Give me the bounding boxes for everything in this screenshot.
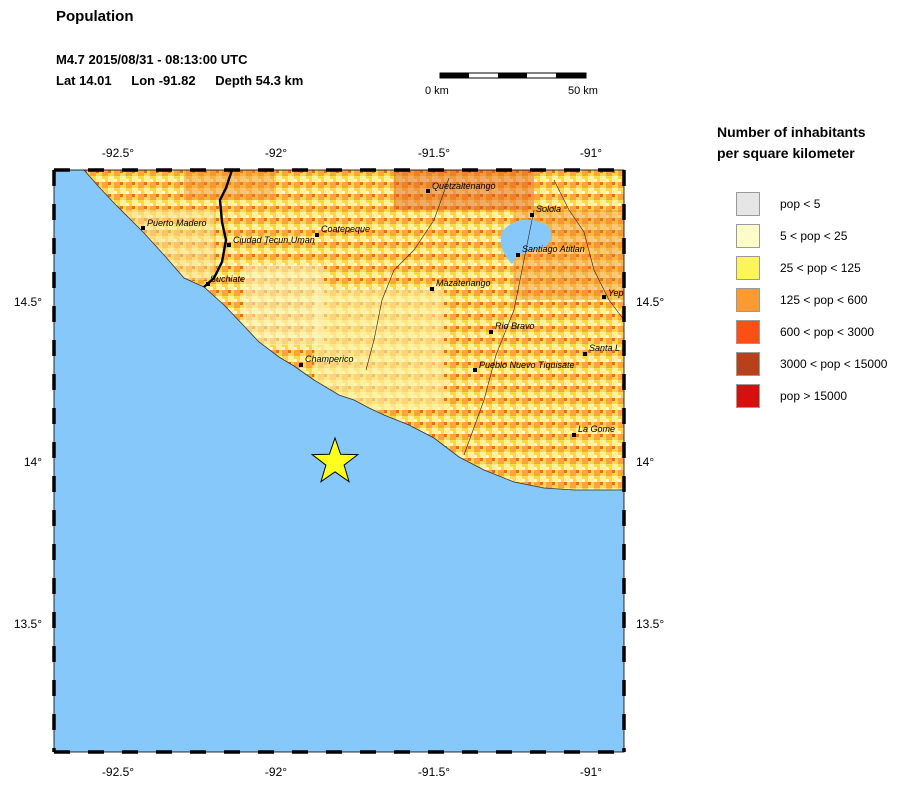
svg-text:Coatepeque: Coatepeque bbox=[321, 224, 370, 234]
star-icon bbox=[310, 436, 360, 483]
event-info: M4.7 2015/08/31 - 08:13:00 UTC bbox=[56, 52, 248, 67]
legend-item: 125 < pop < 600 bbox=[736, 287, 867, 313]
legend-item: 3000 < pop < 15000 bbox=[736, 351, 887, 377]
map-canvas: Quetzaltenango Solola Puerto Madero Coat… bbox=[54, 170, 624, 752]
lon-tick-bottom: -91° bbox=[579, 765, 603, 779]
legend-title: Number of inhabitants per square kilomet… bbox=[717, 122, 866, 164]
legend-swatch bbox=[736, 320, 760, 344]
legend-swatch bbox=[736, 384, 760, 408]
svg-text:La Gome: La Gome bbox=[578, 424, 615, 434]
legend-swatch bbox=[736, 192, 760, 216]
coastline bbox=[83, 170, 624, 491]
svg-text:Santiago Atitlan: Santiago Atitlan bbox=[522, 244, 585, 254]
legend-swatch bbox=[736, 352, 760, 376]
scale-bar bbox=[439, 72, 587, 79]
legend-label: pop < 5 bbox=[780, 197, 821, 211]
svg-text:Ciudad Tecun Uman: Ciudad Tecun Uman bbox=[233, 235, 315, 245]
event-lat: Lat 14.01 bbox=[56, 73, 112, 88]
legend-title-line: per square kilometer bbox=[717, 145, 855, 161]
city-marker: Suchiate bbox=[206, 274, 245, 286]
svg-text:Puerto Madero: Puerto Madero bbox=[147, 218, 207, 228]
legend-swatch bbox=[736, 256, 760, 280]
legend-label: 600 < pop < 3000 bbox=[780, 325, 875, 339]
lat-tick-left: 14° bbox=[23, 455, 42, 469]
city-marker: Puerto Madero bbox=[141, 218, 207, 230]
legend-item: pop > 15000 bbox=[736, 383, 847, 409]
city-marker: Solola bbox=[530, 204, 561, 217]
legend-label: pop > 15000 bbox=[780, 389, 848, 403]
legend-label: 25 < pop < 125 bbox=[780, 261, 861, 275]
lat-tick-right: 13.5° bbox=[636, 617, 665, 631]
scale-start-label: 0 km bbox=[425, 85, 449, 97]
city-marker: Yep bbox=[602, 288, 624, 299]
legend-label: 3000 < pop < 15000 bbox=[780, 357, 888, 371]
city-marker: Santa L bbox=[583, 343, 620, 356]
lat-tick-right: 14° bbox=[636, 455, 655, 469]
event-lon: Lon -91.82 bbox=[131, 73, 196, 88]
admin-boundary bbox=[553, 179, 624, 321]
legend-label: 125 < pop < 600 bbox=[780, 293, 868, 307]
city-marker: Ciudad Tecun Uman bbox=[227, 235, 315, 247]
country-border bbox=[203, 170, 234, 288]
lon-tick-bottom: -92° bbox=[264, 765, 288, 779]
svg-text:Mazatenango: Mazatenango bbox=[436, 278, 491, 288]
city-marker: Santiago Atitlan bbox=[516, 244, 585, 257]
svg-text:Suchiate: Suchiate bbox=[210, 274, 245, 284]
svg-text:Quetzaltenango: Quetzaltenango bbox=[432, 181, 496, 191]
lon-tick-top: -91° bbox=[579, 146, 603, 160]
legend-item: 5 < pop < 25 bbox=[736, 223, 847, 249]
map-frame bbox=[52, 168, 626, 754]
map-title: Population bbox=[56, 8, 134, 25]
city-marker: Quetzaltenango bbox=[426, 181, 496, 193]
legend-label: 5 < pop < 25 bbox=[780, 229, 848, 243]
lon-tick-bottom: -91.5° bbox=[417, 765, 451, 779]
admin-boundary bbox=[365, 177, 450, 371]
lake-atitlan bbox=[500, 219, 552, 264]
legend-swatch bbox=[736, 224, 760, 248]
svg-text:Champerico: Champerico bbox=[305, 354, 354, 364]
city-marker: Pueblo Nuevo Tiquisate bbox=[473, 360, 574, 372]
city-marker: La Gome bbox=[572, 424, 615, 437]
city-marker: Mazatenango bbox=[430, 278, 491, 291]
city-marker: Coatepeque bbox=[315, 224, 370, 237]
legend-item: 25 < pop < 125 bbox=[736, 255, 861, 281]
event-location: Lat 14.01 Lon -91.82 Depth 54.3 km bbox=[56, 73, 319, 88]
svg-text:Yep: Yep bbox=[608, 288, 624, 298]
legend-item: 600 < pop < 3000 bbox=[736, 319, 874, 345]
population-map: Quetzaltenango Solola Puerto Madero Coat… bbox=[54, 170, 624, 752]
svg-text:Solola: Solola bbox=[536, 204, 561, 214]
svg-text:Santa L: Santa L bbox=[589, 343, 620, 353]
legend-swatch bbox=[736, 288, 760, 312]
lon-tick-top: -91.5° bbox=[417, 146, 451, 160]
lat-tick-left: 13.5° bbox=[13, 617, 42, 631]
scale-end-label: 50 km bbox=[568, 85, 598, 97]
lon-tick-bottom: -92.5° bbox=[101, 765, 135, 779]
city-marker: Champerico bbox=[299, 354, 354, 367]
admin-boundary bbox=[463, 209, 535, 456]
event-depth: Depth 54.3 km bbox=[215, 73, 304, 88]
svg-text:Rio Bravo: Rio Bravo bbox=[495, 321, 535, 331]
city-markers: Quetzaltenango Solola Puerto Madero Coat… bbox=[141, 181, 624, 437]
legend-item: pop < 5 bbox=[736, 191, 820, 217]
lon-tick-top: -92° bbox=[264, 146, 288, 160]
svg-text:Pueblo Nuevo Tiquisate: Pueblo Nuevo Tiquisate bbox=[479, 360, 574, 370]
lat-tick-left: 14.5° bbox=[13, 295, 42, 309]
lon-tick-top: -92.5° bbox=[101, 146, 135, 160]
city-marker: Rio Bravo bbox=[489, 321, 535, 334]
lat-tick-right: 14.5° bbox=[636, 295, 665, 309]
legend-title-line: Number of inhabitants bbox=[717, 124, 866, 140]
